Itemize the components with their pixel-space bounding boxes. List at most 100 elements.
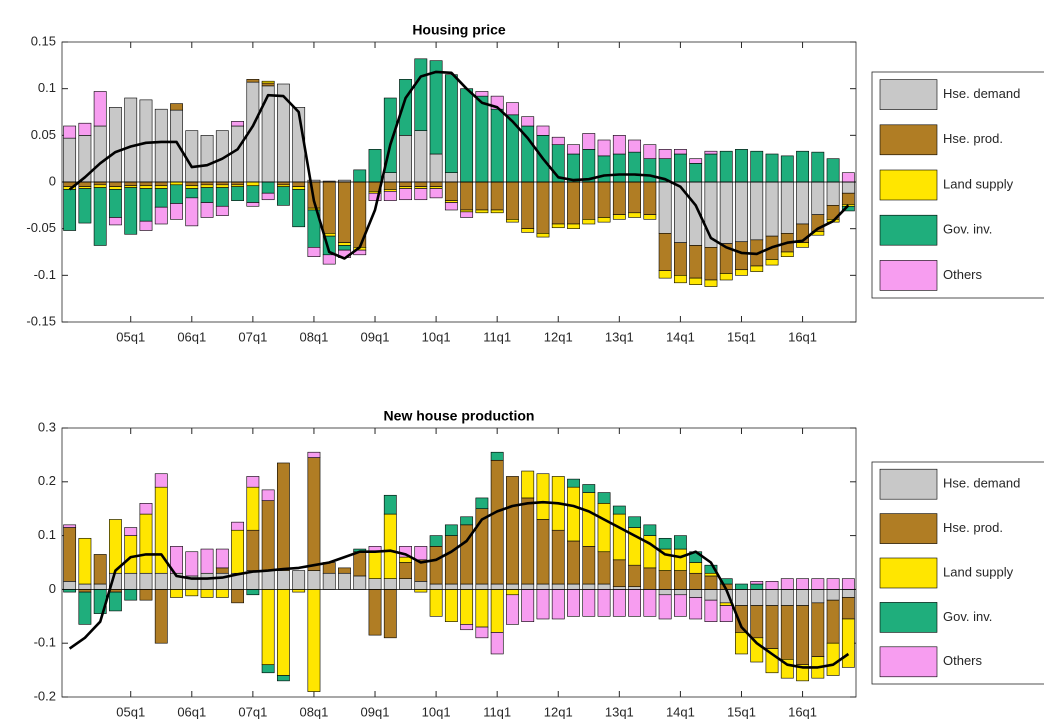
bar-segment <box>673 242 687 276</box>
y-tick-label: -0.1 <box>34 635 56 650</box>
bar-segment <box>170 109 183 183</box>
bar-segment <box>414 188 428 201</box>
bar-segment <box>704 279 718 287</box>
bar-segment <box>429 535 443 547</box>
bar-segment <box>490 583 504 590</box>
bar-segment <box>246 202 260 207</box>
bar-segment <box>612 181 626 215</box>
bar-segment <box>185 130 199 183</box>
bar-segment <box>124 527 138 536</box>
bar-segment <box>780 589 794 606</box>
bar-segment <box>124 187 138 235</box>
bar-segment <box>658 181 672 234</box>
bar-segment <box>597 551 611 585</box>
bar-segment <box>399 135 412 183</box>
bar-segment <box>551 223 565 229</box>
bar-segment <box>643 181 657 215</box>
bar-segment <box>261 192 275 201</box>
bar-segment <box>93 554 107 585</box>
bar-segment <box>292 589 306 593</box>
bar-segment <box>811 151 825 183</box>
x-tick-label: 13q1 <box>605 329 634 344</box>
bar-segment <box>567 153 580 183</box>
legend-label: Others <box>943 653 983 668</box>
bar-segment <box>628 151 642 183</box>
x-tick-label: 11q1 <box>483 329 511 344</box>
bar-segment <box>261 589 275 666</box>
bar-segment <box>170 181 183 186</box>
bar-segment <box>261 664 275 674</box>
bar-segment <box>673 535 687 550</box>
chart-title: Housing price <box>412 22 506 38</box>
bar-segment <box>368 551 382 579</box>
bar-segment <box>765 181 779 237</box>
bar-segment <box>246 476 260 488</box>
bar-segment <box>735 632 748 655</box>
bar-segment <box>93 583 107 590</box>
bar-segment <box>78 583 92 590</box>
bar-segment <box>170 103 183 111</box>
bar-segment <box>399 562 412 579</box>
y-tick-label: 0.3 <box>38 419 56 434</box>
bar-segment <box>399 188 412 201</box>
bar-segment <box>154 185 168 189</box>
bar-segment <box>521 497 535 585</box>
bar-segment <box>628 586 642 590</box>
bar-segment <box>246 79 260 83</box>
bar-segment <box>826 642 840 676</box>
bar-segment <box>109 107 122 183</box>
bar-segment <box>780 155 794 183</box>
bar-segment <box>597 503 611 553</box>
bar-segment <box>673 589 687 596</box>
bar-segment <box>170 546 183 574</box>
bar-segment <box>399 181 412 187</box>
x-tick-label: 09q1 <box>361 329 390 344</box>
bar-segment <box>612 589 626 617</box>
bar-segment <box>460 181 474 211</box>
bar-segment <box>643 567 657 590</box>
bar-segment <box>643 589 657 617</box>
bar-segment <box>139 503 153 515</box>
legend-swatch <box>879 468 938 500</box>
bar-segment <box>154 473 168 488</box>
bar-segment <box>750 181 764 241</box>
bar-segment <box>276 570 290 590</box>
bar-segment <box>490 181 504 211</box>
bar-segment <box>673 548 687 571</box>
y-tick-label: 0.2 <box>38 473 56 488</box>
bar-segment <box>811 589 825 604</box>
bar-segment <box>246 529 260 571</box>
bar-segment <box>429 583 443 590</box>
bar-segment <box>78 181 92 187</box>
bar-segment <box>735 181 748 243</box>
bar-segment <box>307 457 321 571</box>
bar-segment <box>658 570 672 590</box>
bar-segment <box>109 217 122 226</box>
bar-segment <box>841 172 855 183</box>
bar-segment <box>490 108 504 183</box>
bar-segment <box>429 60 443 155</box>
bar-segment <box>597 589 611 617</box>
bar-segment <box>628 564 642 588</box>
bar-segment <box>78 188 92 224</box>
bar-segment <box>750 581 764 585</box>
bar-segment <box>124 97 138 183</box>
legend-swatch <box>879 79 938 110</box>
bar-segment <box>63 527 77 582</box>
bar-segment <box>765 259 779 266</box>
bar-segment <box>231 529 245 574</box>
bar-segment <box>506 583 519 590</box>
bar-segment <box>475 181 489 211</box>
bar-segment <box>429 181 443 187</box>
bar-segment <box>460 624 474 631</box>
bar-segment <box>154 108 168 183</box>
bar-segment <box>719 181 733 244</box>
bar-segment <box>460 88 474 183</box>
bar-segment <box>582 589 596 617</box>
axes-frame <box>61 41 857 323</box>
bar-segment <box>109 189 122 218</box>
bar-segment <box>368 589 382 636</box>
bar-segment <box>811 578 825 590</box>
legend-label: Gov. inv. <box>943 609 992 624</box>
bar-segment <box>551 529 565 585</box>
